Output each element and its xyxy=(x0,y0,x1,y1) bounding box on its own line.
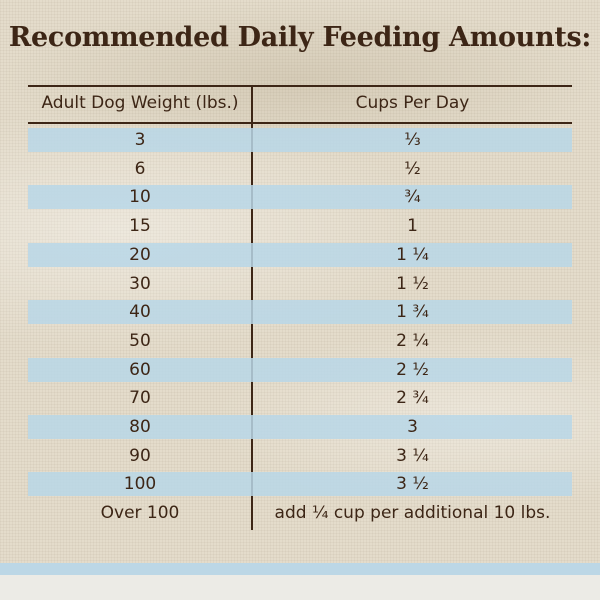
table-cell: 30 xyxy=(129,273,151,294)
floor xyxy=(0,575,600,600)
table-cell: ¾ xyxy=(404,187,421,208)
row-stripe xyxy=(28,300,572,325)
table-cell: 100 xyxy=(123,474,157,495)
table-cell: Over 100 xyxy=(100,503,180,524)
row-stripe xyxy=(28,415,572,439)
table-cell: 3 xyxy=(407,417,418,437)
table-cell: 6 xyxy=(134,158,146,179)
table-cell: 1 ¾ xyxy=(396,302,429,323)
bottom-band xyxy=(0,563,600,575)
table-cell: 2 ¾ xyxy=(396,388,429,409)
table-cell: 2 ¼ xyxy=(396,330,429,351)
table-cell: 3 xyxy=(134,130,146,150)
row-stripe xyxy=(28,472,572,497)
table-cell: 1 xyxy=(407,216,418,237)
table-cell: 2 ½ xyxy=(396,359,429,380)
table-top-rule xyxy=(28,85,572,87)
header-rule xyxy=(28,122,572,124)
table-cell: 3 ¼ xyxy=(396,445,429,466)
table-cell: 50 xyxy=(129,330,151,351)
table-cell: add ¼ cup per additional 10 lbs. xyxy=(274,503,551,524)
table-cell: 60 xyxy=(129,359,151,380)
table-cell: 1 ½ xyxy=(396,273,429,294)
table-cell: 70 xyxy=(129,388,151,409)
table-cell: 20 xyxy=(129,244,151,265)
table-cell: 15 xyxy=(129,216,151,237)
row-stripe xyxy=(28,242,572,267)
column-header: Adult Dog Weight (lbs.) xyxy=(41,93,239,113)
row-stripe xyxy=(28,185,572,210)
table-cell: 10 xyxy=(129,187,151,208)
table-cell: 1 ¼ xyxy=(396,244,429,265)
table-cell: 40 xyxy=(129,302,151,323)
title: Recommended Daily Feeding Amounts: xyxy=(8,22,592,53)
row-stripe xyxy=(28,128,572,152)
table-cell: 80 xyxy=(129,417,151,437)
column-header: Cups Per Day xyxy=(355,93,470,113)
table-cell: 90 xyxy=(129,445,151,466)
table-cell: ⅓ xyxy=(404,130,421,150)
table-cell: 3 ½ xyxy=(396,474,429,495)
table-cell: ½ xyxy=(404,158,421,179)
row-stripe xyxy=(28,357,572,382)
